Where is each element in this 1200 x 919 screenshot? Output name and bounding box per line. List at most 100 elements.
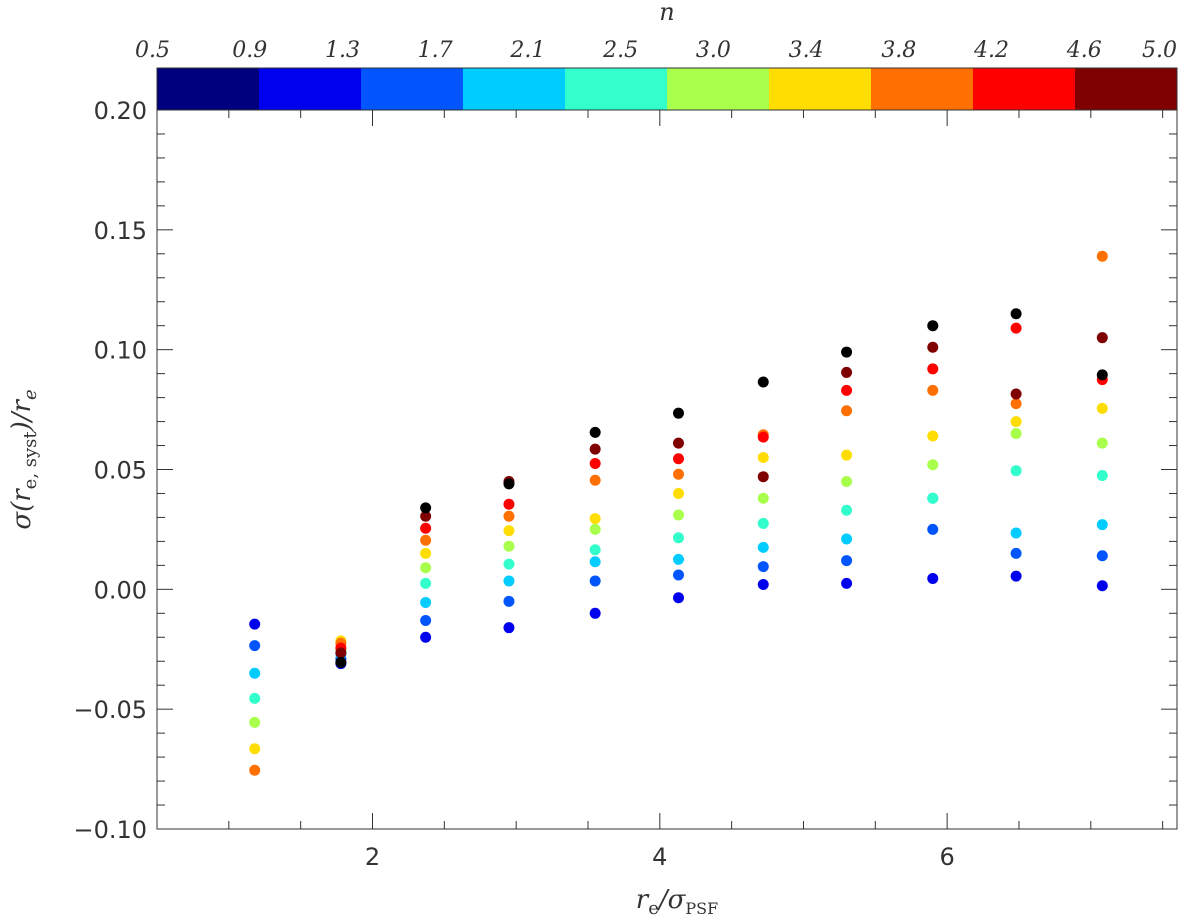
data-point xyxy=(1010,308,1022,320)
data-point xyxy=(589,556,601,568)
colorbar-tick-labels: 0.5 0.9 1.3 1.7 2.1 2.5 3.0 3.4 3.8 4.2 4.6 5.0 xyxy=(135,38,1177,63)
colorbar-segment xyxy=(667,68,770,110)
data-point xyxy=(420,510,432,522)
y-tick-label: 0.10 xyxy=(94,337,147,365)
colorbar-segment xyxy=(973,68,1076,110)
data-point xyxy=(420,597,432,609)
x-tick-label: 4 xyxy=(652,843,667,871)
data-point xyxy=(1010,388,1022,400)
data-point xyxy=(927,492,939,504)
data-point xyxy=(503,575,515,587)
data-point xyxy=(249,692,261,704)
colorbar-tick-label: 3.4 xyxy=(789,38,824,63)
data-point xyxy=(503,558,515,570)
data-point xyxy=(841,384,853,396)
data-point xyxy=(927,384,939,396)
colorbar-tick-label: 0.5 xyxy=(135,38,170,63)
data-point xyxy=(589,513,601,525)
data-point xyxy=(589,426,601,438)
axis-tick-labels: 2 4 6 −0.10 −0.05 0.00 0.05 0.10 0.15 0.20 xyxy=(73,97,954,871)
y-tick-label: 0.20 xyxy=(94,97,147,125)
data-point xyxy=(841,533,853,545)
colorbar xyxy=(156,67,1178,111)
data-point xyxy=(589,544,601,556)
data-point xyxy=(1096,519,1108,531)
colorbar-segment xyxy=(259,68,362,110)
colorbar-tick-label: 3.0 xyxy=(696,38,731,63)
data-point xyxy=(589,523,601,535)
data-point xyxy=(841,366,853,378)
y-tick-label: −0.05 xyxy=(73,696,147,724)
data-point xyxy=(757,492,769,504)
data-point xyxy=(420,577,432,589)
svg-text:σ(re, syst)/re: σ(re, syst)/re xyxy=(7,389,41,529)
colorbar-tick-label: 3.8 xyxy=(881,38,916,63)
data-point xyxy=(672,407,684,419)
y-tick-label: 0.00 xyxy=(94,576,147,604)
data-point xyxy=(672,592,684,604)
colorbar-title: n xyxy=(659,0,674,26)
plot-frame xyxy=(156,109,1178,830)
data-point xyxy=(420,522,432,534)
data-point xyxy=(420,631,432,643)
y-tick-label: −0.10 xyxy=(73,816,147,844)
data-point xyxy=(589,607,601,619)
data-point xyxy=(503,498,515,510)
x-tick-label: 6 xyxy=(940,843,955,871)
colorbar-tick-label: 2.1 xyxy=(509,38,545,63)
data-point xyxy=(1010,416,1022,428)
data-point xyxy=(672,453,684,465)
colorbar-tick-label: 0.9 xyxy=(232,38,267,63)
data-point xyxy=(927,430,939,442)
data-point xyxy=(589,458,601,470)
colorbar-tick-label: 5.0 xyxy=(1142,38,1177,63)
data-point xyxy=(335,656,347,668)
y-axis-title: σ(re, syst)/re xyxy=(7,389,41,529)
data-point xyxy=(420,534,432,546)
data-point xyxy=(503,622,515,634)
data-point xyxy=(1010,428,1022,440)
data-point xyxy=(1096,332,1108,344)
data-point xyxy=(672,509,684,521)
colorbar-tick-label: 4.2 xyxy=(973,38,1009,63)
data-point xyxy=(420,502,432,514)
data-point xyxy=(841,449,853,461)
data-point xyxy=(1096,369,1108,381)
data-point xyxy=(757,561,769,573)
data-point xyxy=(841,504,853,516)
data-point xyxy=(589,443,601,455)
data-point xyxy=(249,640,261,652)
data-point xyxy=(757,376,769,388)
colorbar-segment xyxy=(565,68,668,110)
data-point xyxy=(249,667,261,679)
data-point xyxy=(841,555,853,567)
data-point xyxy=(1096,550,1108,562)
colorbar-segment xyxy=(1075,68,1178,110)
colorbar-segment xyxy=(361,68,464,110)
data-point xyxy=(757,452,769,464)
data-point xyxy=(589,474,601,486)
data-point xyxy=(672,468,684,480)
data-point xyxy=(927,363,939,375)
data-point xyxy=(503,478,515,490)
data-point xyxy=(841,346,853,358)
data-point xyxy=(672,532,684,544)
data-point xyxy=(757,431,769,443)
data-point xyxy=(420,562,432,574)
colorbar-segment xyxy=(769,68,872,110)
data-point xyxy=(1010,465,1022,477)
data-point xyxy=(249,743,261,755)
y-tick-label: 0.05 xyxy=(94,457,147,485)
data-point xyxy=(757,541,769,553)
svg-text:re/σPSF: re/σPSF xyxy=(636,885,718,919)
colorbar-segment xyxy=(157,68,260,110)
colorbar-segment xyxy=(463,68,566,110)
data-point xyxy=(503,595,515,607)
data-point xyxy=(1010,570,1022,582)
data-point xyxy=(503,525,515,537)
data-point xyxy=(672,487,684,499)
data-point xyxy=(1096,402,1108,414)
data-point xyxy=(589,575,601,587)
data-point xyxy=(1010,527,1022,539)
